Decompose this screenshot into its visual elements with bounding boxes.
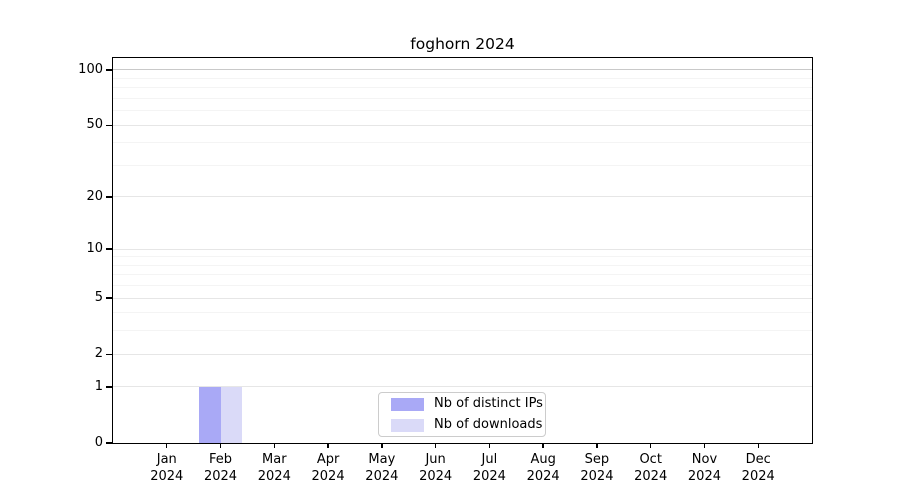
legend-item-distinct-ips: Nb of distinct IPs <box>379 394 545 415</box>
x-tick <box>596 443 598 448</box>
y-tick <box>106 248 112 250</box>
plot-area: Nb of distinct IPs Nb of downloads 0 1 2 5 1… <box>78 57 813 484</box>
y-tick-label: 1 <box>94 378 103 394</box>
legend: Nb of distinct IPs Nb of downloads <box>378 392 546 437</box>
chart-title: foghorn 2024 <box>410 35 515 53</box>
x-tick-label: Jun 2024 <box>419 452 453 484</box>
gridline-major <box>113 124 812 126</box>
legend-label: Nb of downloads <box>434 417 543 432</box>
x-tick <box>488 443 491 448</box>
gridline-minor <box>113 330 812 332</box>
bar-distinct-ips <box>199 386 221 443</box>
x-tick-label: Jul 2024 <box>472 452 506 484</box>
gridline-major <box>113 297 812 299</box>
y-tick <box>106 124 112 126</box>
legend-swatch <box>391 418 424 432</box>
gridline-minor <box>113 312 812 314</box>
y-tick <box>106 353 112 355</box>
y-tick-label: 2 <box>94 346 103 362</box>
y-tick <box>106 196 112 198</box>
gridline-major <box>113 248 812 250</box>
legend-swatch <box>391 397 424 411</box>
y-tick <box>106 386 112 388</box>
bar-downloads <box>220 386 243 443</box>
x-tick <box>327 443 329 448</box>
x-tick <box>273 443 275 448</box>
y-tick <box>106 69 112 71</box>
gridline-major <box>113 386 812 388</box>
gridline-minor <box>113 97 812 99</box>
gridline-major <box>113 69 812 71</box>
y-tick-label: 5 <box>94 290 103 306</box>
x-tick <box>703 443 706 448</box>
x-tick-label: Feb 2024 <box>203 452 238 484</box>
gridline-major <box>113 196 812 198</box>
x-tick-label: Nov 2024 <box>687 452 721 484</box>
x-tick <box>542 443 544 448</box>
x-tick-label: Dec 2024 <box>741 452 775 484</box>
x-tick <box>434 443 437 448</box>
y-tick-label: 10 <box>86 241 103 257</box>
gridline-minor <box>113 87 812 89</box>
x-tick-label: Sep 2024 <box>580 452 614 484</box>
gridline-minor <box>113 164 812 166</box>
y-tick <box>106 297 112 299</box>
gridline-minor <box>113 274 812 276</box>
x-tick-label: Oct 2024 <box>634 452 668 484</box>
x-tick <box>757 443 759 448</box>
gridline-minor <box>113 110 812 112</box>
legend-item-downloads: Nb of downloads <box>379 415 545 436</box>
x-tick-label: Jan 2024 <box>150 452 184 484</box>
x-tick-label: Mar 2024 <box>257 452 291 484</box>
x-tick-label: Apr 2024 <box>311 452 345 484</box>
x-tick <box>219 443 222 448</box>
x-tick <box>166 443 168 448</box>
gridline-minor <box>113 285 812 287</box>
x-tick-label: May 2024 <box>365 452 399 484</box>
gridline-minor <box>113 142 812 144</box>
x-tick <box>649 443 652 448</box>
y-tick-label: 50 <box>86 117 103 133</box>
gridline-minor <box>113 77 812 79</box>
gridline-minor <box>113 264 812 266</box>
x-tick-label: Aug 2024 <box>526 452 560 484</box>
x-tick <box>381 443 383 448</box>
y-tick-label: 20 <box>86 188 103 204</box>
y-tick-label: 100 <box>78 61 103 77</box>
gridline-minor <box>113 256 812 258</box>
gridline-major <box>113 353 812 355</box>
y-tick <box>106 442 112 444</box>
legend-label: Nb of distinct IPs <box>434 396 543 411</box>
y-tick-label: 0 <box>94 435 103 450</box>
